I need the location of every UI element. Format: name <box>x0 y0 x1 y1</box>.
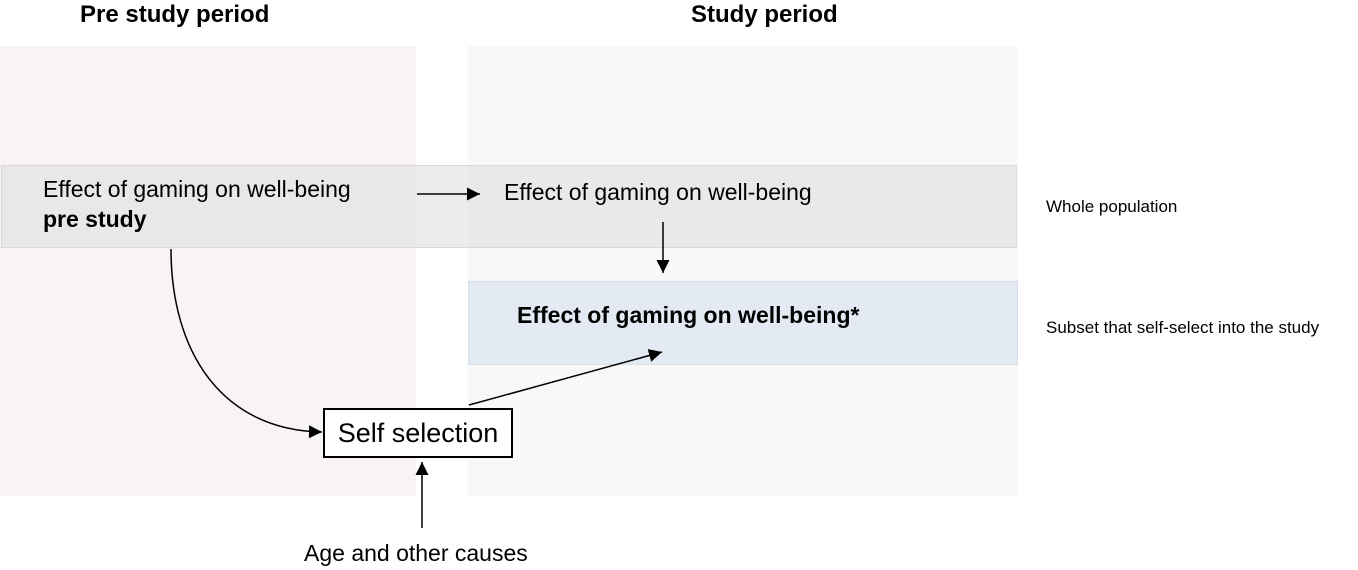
age-causes-node: Age and other causes <box>304 540 528 566</box>
self-selection-label: Self selection <box>337 417 499 448</box>
whole-population-band <box>1 165 1017 248</box>
pre-study-heading: Pre study period <box>80 1 270 28</box>
whole-population-label: Whole population <box>1046 197 1178 216</box>
subset-effect-node: Effect of gaming on well-being* <box>517 302 860 328</box>
subset-label: Subset that self-select into the study <box>1046 318 1320 337</box>
study-period-heading: Study period <box>691 1 838 28</box>
study-panel <box>468 46 1018 496</box>
pre-study-effect-node: Effect of gaming on well-being pre study <box>43 174 351 234</box>
self-selection-node: Self selection <box>323 408 513 458</box>
arrow-self-selection-to-subset <box>468 349 663 406</box>
pre-study-effect-line2: pre study <box>43 206 147 232</box>
study-effect-node: Effect of gaming on well-being <box>504 179 812 205</box>
subset-band <box>468 281 1018 365</box>
pre-study-effect-line1: Effect of gaming on well-being <box>43 176 351 202</box>
arrow-pre-to-self-selection <box>170 248 323 439</box>
